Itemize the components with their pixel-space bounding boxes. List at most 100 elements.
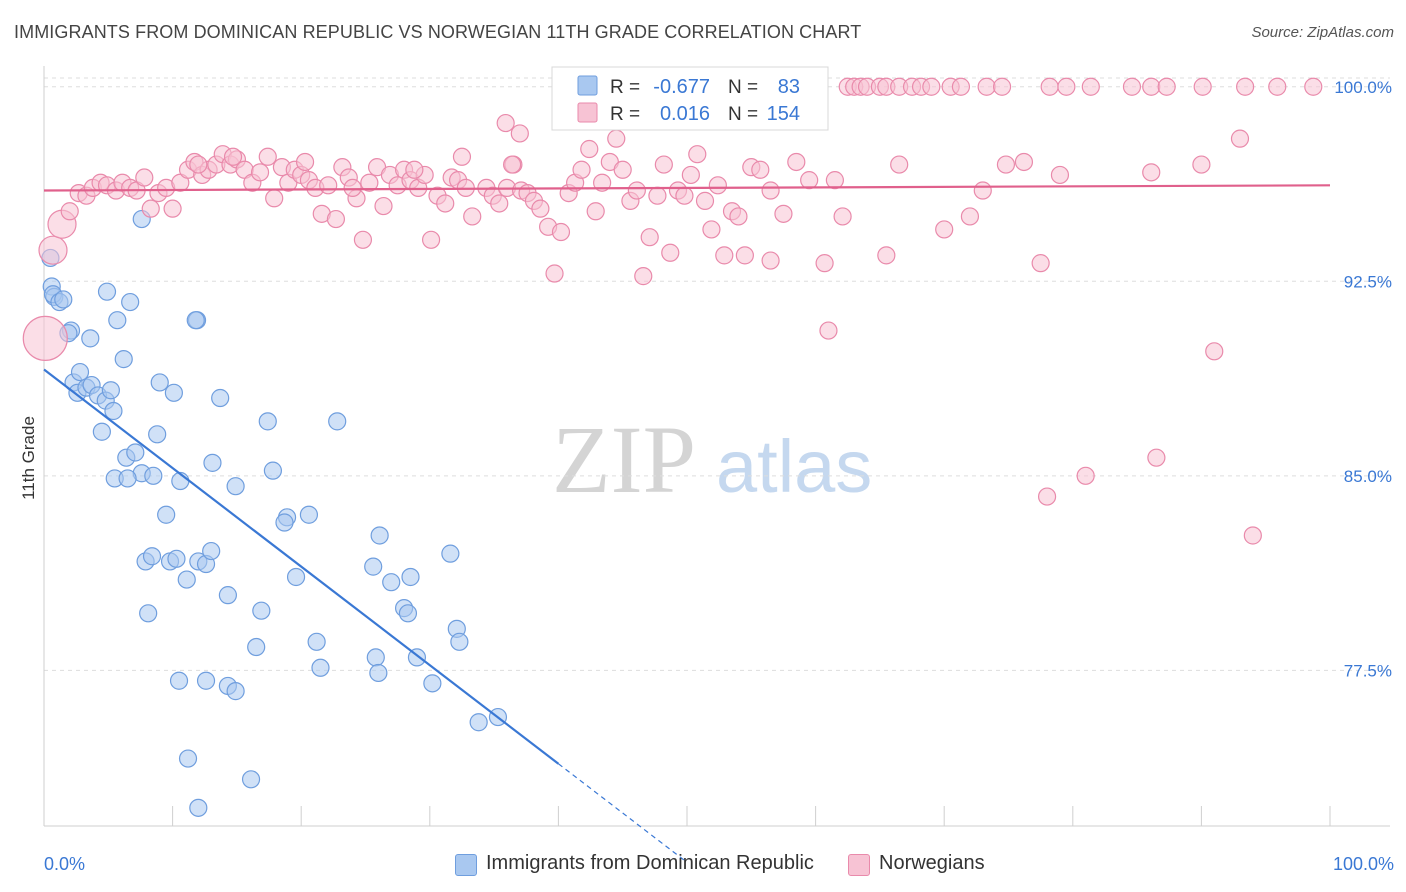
point-dominican — [81, 329, 100, 348]
point-norwegian — [319, 176, 338, 195]
point-dominican — [203, 453, 222, 472]
point-norwegian — [695, 191, 715, 210]
point-norwegian — [1268, 77, 1287, 96]
point-norwegian — [1157, 77, 1176, 96]
y-tick-label: 77.5% — [1344, 661, 1392, 680]
point-norwegian — [1230, 129, 1250, 148]
point-dominican — [167, 549, 186, 568]
point-norwegian — [890, 155, 909, 174]
point-dominican — [178, 749, 198, 768]
point-norwegian — [977, 77, 996, 96]
point-norwegian — [463, 207, 482, 226]
point-norwegian — [510, 124, 529, 143]
x-tick-label-max: 100.0% — [1333, 854, 1394, 874]
point-dominican — [92, 422, 111, 441]
point-norwegian — [702, 220, 721, 239]
point-dominican — [441, 544, 460, 563]
y-tick-label: 85.0% — [1344, 467, 1392, 486]
point-norwegian — [1304, 77, 1323, 96]
point-norwegian — [360, 173, 379, 192]
y-axis-label: 11th Grade — [19, 416, 38, 500]
point-norwegian — [593, 173, 612, 192]
point-norwegian — [735, 246, 754, 265]
point-dominican — [398, 604, 418, 623]
point-norwegian — [774, 204, 793, 223]
point-norwegian — [681, 165, 700, 185]
point-dominican — [157, 505, 176, 524]
watermark-atlas: atlas — [716, 425, 872, 508]
point-norwegian — [833, 207, 852, 226]
point-norwegian — [265, 189, 284, 208]
point-norwegian — [800, 171, 819, 190]
point-dominican — [247, 637, 266, 657]
point-norwegian — [545, 264, 564, 283]
point-norwegian — [1243, 526, 1262, 545]
point-dominican — [169, 671, 189, 690]
point-norwegian — [1040, 77, 1059, 96]
point-dominican — [328, 412, 347, 431]
point-dominican — [364, 557, 383, 576]
point-dominican — [258, 412, 277, 431]
point-dominican — [189, 798, 208, 817]
point-norwegian — [1057, 77, 1076, 96]
stats-r-value: 0.016 — [660, 103, 710, 125]
point-dominican — [241, 770, 261, 789]
stats-swatch-pink — [577, 102, 598, 123]
point-norwegian — [729, 207, 748, 226]
point-norwegian — [1205, 342, 1224, 361]
point-norwegian — [580, 139, 599, 159]
stats-n-label: N = — [728, 77, 758, 98]
point-norwegian — [1014, 152, 1034, 172]
point-norwegian — [1142, 163, 1161, 182]
point-norwegian — [675, 186, 694, 205]
point-norwegian — [223, 147, 243, 166]
point-norwegian — [1147, 448, 1166, 467]
point-norwegian — [761, 251, 780, 270]
point-norwegian — [648, 186, 667, 205]
legend-label-norwegians: Norwegians — [879, 852, 985, 874]
point-dominican — [101, 381, 120, 400]
point-norwegian — [141, 199, 160, 218]
stats-n-label: N = — [728, 104, 758, 125]
point-norwegian — [825, 171, 844, 190]
point-norwegian — [787, 152, 806, 172]
point-norwegian — [490, 194, 509, 213]
point-dominican — [211, 388, 230, 408]
point-norwegian — [189, 155, 208, 174]
point-dominican — [202, 541, 221, 561]
point-norwegian — [715, 246, 734, 265]
trendline-norwegian — [43, 184, 1331, 192]
legend-swatch-dominican — [455, 854, 477, 876]
point-norwegian — [708, 176, 727, 195]
x-tick-label-min: 0.0% — [44, 854, 85, 874]
point-norwegian — [751, 160, 770, 179]
point-norwegian — [163, 199, 182, 218]
stats-n-value: 154 — [767, 103, 800, 125]
point-dominican — [139, 604, 158, 623]
point-dominican — [286, 567, 306, 587]
point-norwegian — [421, 230, 441, 249]
point-norwegian — [1031, 254, 1050, 273]
point-dominican — [311, 658, 330, 677]
point-norwegian — [877, 246, 896, 265]
point-norwegian — [295, 152, 315, 172]
point-dominican — [226, 682, 245, 701]
point-dominican — [299, 505, 319, 524]
point-dominican — [218, 586, 237, 605]
y-tick-label: 100.0% — [1334, 78, 1392, 97]
watermark-zip: ZIP — [552, 406, 696, 513]
point-dominican — [275, 513, 294, 532]
point-norwegian — [343, 178, 362, 198]
stats-r-label: R = — [610, 104, 640, 125]
point-norwegian — [353, 230, 373, 249]
point-norwegian — [374, 196, 393, 216]
point-dominican — [118, 469, 137, 488]
point-norwegian — [135, 168, 154, 187]
point-norwegian — [496, 113, 515, 133]
point-norwegian — [60, 202, 79, 221]
point-dominican — [108, 311, 127, 330]
legend-label-dominican: Immigrants from Dominican Republic — [486, 852, 814, 874]
point-dominican — [252, 601, 271, 620]
point-dominican — [186, 311, 205, 330]
